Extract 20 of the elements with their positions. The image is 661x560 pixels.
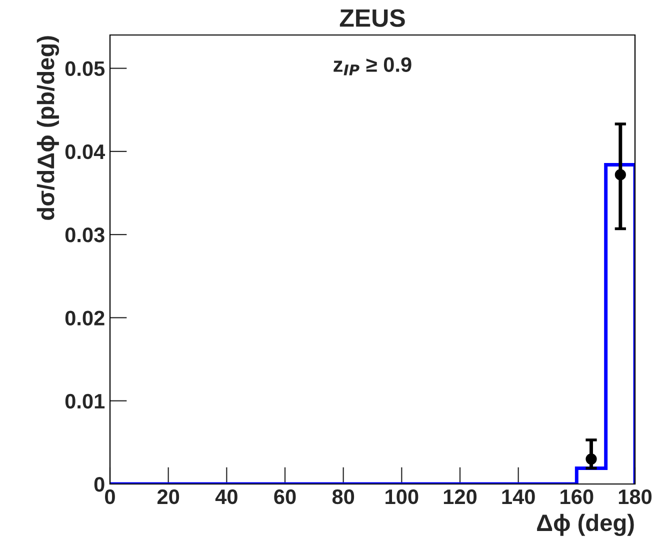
x-tick-label: 60: [274, 489, 296, 504]
y-tick-label: 0.05: [65, 61, 105, 76]
x-tick-label: 180: [618, 489, 652, 504]
y-tick-label: 0.04: [65, 144, 106, 160]
y-tick-label: 0.01: [65, 394, 105, 409]
y-tick-label: 0: [94, 477, 104, 492]
x-tick-label: 160: [560, 489, 594, 504]
x-tick-label: 0: [105, 489, 115, 504]
x-tick-label: 20: [157, 489, 180, 504]
annotation: z$_{IP}$ ≥ 0.9: [334, 57, 412, 76]
y-tick-label: 0.02: [65, 310, 104, 326]
y-axis-title: dσ/dΔϕ (pb/deg): [36, 36, 60, 220]
x-tick-label: 140: [502, 489, 535, 504]
chart-title: ZEUS: [340, 9, 405, 27]
x-axis-title: Δϕ (deg): [537, 514, 634, 536]
x-tick-label: 40: [215, 489, 238, 504]
y-tick-label: 0.03: [65, 228, 104, 242]
x-tick-label: 120: [444, 489, 477, 504]
x-tick-label: 100: [386, 489, 418, 504]
x-tick-label: 80: [332, 489, 354, 504]
